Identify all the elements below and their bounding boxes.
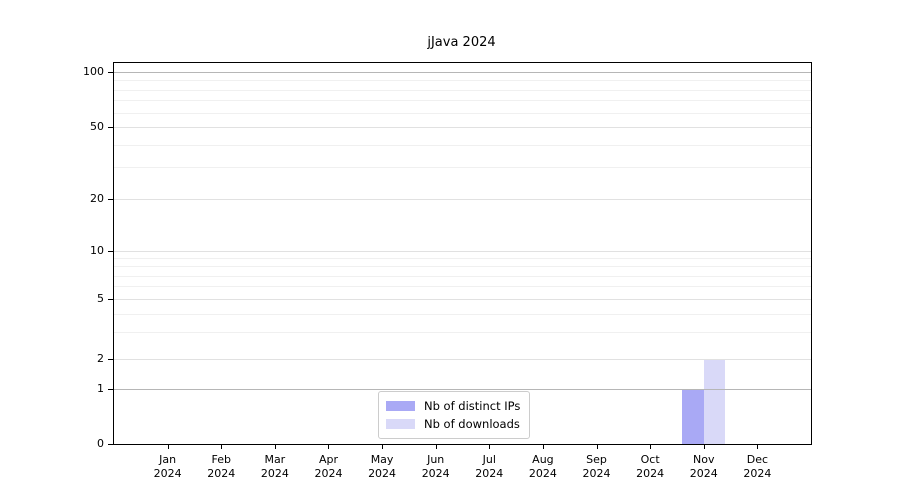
y-tick-label-20: 20: [90, 192, 104, 205]
x-tick-year: 2024: [153, 467, 182, 480]
x-tick-feb: [221, 444, 223, 449]
x-tick-nov: [703, 444, 705, 449]
y-tick-label-50: 50: [90, 120, 104, 133]
x-tick-label-jan: Jan 2024: [136, 453, 200, 481]
gridline-y-10: [114, 251, 811, 252]
x-tick-month: Aug: [532, 453, 554, 466]
gridline-y-9: [114, 258, 811, 259]
gridline-y-2: [114, 359, 811, 360]
x-tick-year: 2024: [636, 467, 665, 480]
x-tick-label-aug: Aug 2024: [511, 453, 575, 481]
gridline-y-20: [114, 199, 811, 200]
x-tick-oct: [650, 444, 652, 449]
gridline-y-4: [114, 314, 811, 315]
gridline-y-1: [114, 389, 811, 390]
x-tick-month: May: [370, 453, 394, 466]
chart-title: jJava 2024: [427, 35, 496, 50]
x-tick-month: Oct: [640, 453, 660, 466]
x-tick-label-oct: Oct 2024: [618, 453, 682, 481]
x-tick-label-nov: Nov 2024: [672, 453, 736, 481]
gridline-y-6: [114, 286, 811, 287]
x-tick-month: Jun: [427, 453, 445, 466]
legend: Nb of distinct IPs Nb of downloads: [378, 391, 531, 439]
bar-nb-of-distinct-ips-nov: [682, 389, 704, 444]
x-tick-month: Apr: [318, 453, 338, 466]
x-tick-label-dec: Dec 2024: [725, 453, 789, 481]
x-tick-label-jul: Jul 2024: [457, 453, 521, 481]
x-tick-month: Jan: [159, 453, 177, 466]
legend-label: Nb of downloads: [424, 417, 520, 431]
x-tick-label-mar: Mar 2024: [243, 453, 307, 481]
x-tick-apr: [328, 444, 330, 449]
axis-layer: 0 1 2 5 10 20 50 100 Jan 2024 Feb 2024 Mar 2024 Apr 202…: [83, 63, 811, 480]
y-tick-label-0: 0: [97, 437, 104, 450]
gridline-y-30: [114, 167, 811, 168]
x-tick-year: 2024: [475, 467, 504, 480]
bars-layer: [114, 63, 811, 444]
gridline-y-3: [114, 332, 811, 333]
grid-layer: [114, 63, 811, 444]
gridline-y-50: [114, 127, 811, 128]
gridline-y-8: [114, 266, 811, 267]
x-tick-sep: [596, 444, 598, 449]
y-tick-100: [108, 72, 113, 73]
gridline-y-5: [114, 299, 811, 300]
y-tick-10: [108, 251, 113, 252]
y-tick-label-100: 100: [83, 65, 104, 78]
x-tick-dec: [757, 444, 759, 449]
legend-row-nb-of-distinct-ips: Nb of distinct IPs: [386, 397, 520, 415]
x-tick-month: Feb: [211, 453, 231, 466]
x-tick-year: 2024: [260, 467, 289, 480]
y-tick-label-2: 2: [97, 352, 104, 365]
y-tick-label-5: 5: [97, 292, 104, 305]
gridline-y-40: [114, 145, 811, 146]
x-tick-mar: [274, 444, 276, 449]
x-tick-aug: [542, 444, 544, 449]
x-tick-month: Sep: [586, 453, 607, 466]
x-tick-label-apr: Apr 2024: [296, 453, 360, 481]
gridline-y-70: [114, 100, 811, 101]
x-tick-year: 2024: [582, 467, 611, 480]
x-tick-year: 2024: [743, 467, 772, 480]
x-tick-year: 2024: [689, 467, 718, 480]
x-tick-year: 2024: [528, 467, 557, 480]
plot-area: 0 1 2 5 10 20 50 100 Jan 2024 Feb 2024 Mar 2024 Apr 202…: [83, 62, 812, 480]
x-tick-month: Jul: [482, 453, 496, 466]
y-tick-label-10: 10: [90, 244, 104, 257]
x-tick-jun: [435, 444, 437, 449]
bar-nb-of-downloads-nov: [703, 359, 726, 444]
y-tick-1: [108, 389, 113, 390]
y-tick-50: [108, 127, 113, 128]
x-tick-label-jun: Jun 2024: [404, 453, 468, 481]
legend-label: Nb of distinct IPs: [424, 399, 521, 413]
y-tick-0: [108, 444, 113, 445]
gridline-y-80: [114, 90, 811, 91]
gridline-y-100: [114, 72, 811, 73]
x-tick-jan: [167, 444, 169, 449]
x-tick-year: 2024: [314, 467, 343, 480]
legend-row-nb-of-downloads: Nb of downloads: [386, 415, 520, 433]
x-tick-year: 2024: [368, 467, 397, 480]
y-tick-20: [108, 199, 113, 200]
x-tick-year: 2024: [207, 467, 236, 480]
x-tick-year: 2024: [421, 467, 450, 480]
x-tick-jul: [489, 444, 491, 449]
x-tick-month: Mar: [264, 453, 286, 466]
y-tick-2: [108, 359, 113, 360]
y-tick-label-1: 1: [97, 382, 104, 395]
legend-swatch-icon: [386, 401, 415, 411]
gridline-y-90: [114, 80, 811, 81]
legend-swatch-icon: [386, 419, 415, 429]
gridline-y-7: [114, 276, 811, 277]
y-tick-5: [108, 299, 113, 300]
x-tick-month: Nov: [693, 453, 715, 466]
x-tick-label-sep: Sep 2024: [565, 453, 629, 481]
x-tick-label-may: May 2024: [350, 453, 414, 481]
x-tick-label-feb: Feb 2024: [189, 453, 253, 481]
gridline-y-60: [114, 113, 811, 114]
x-tick-month: Dec: [746, 453, 769, 466]
x-tick-may: [382, 444, 384, 449]
